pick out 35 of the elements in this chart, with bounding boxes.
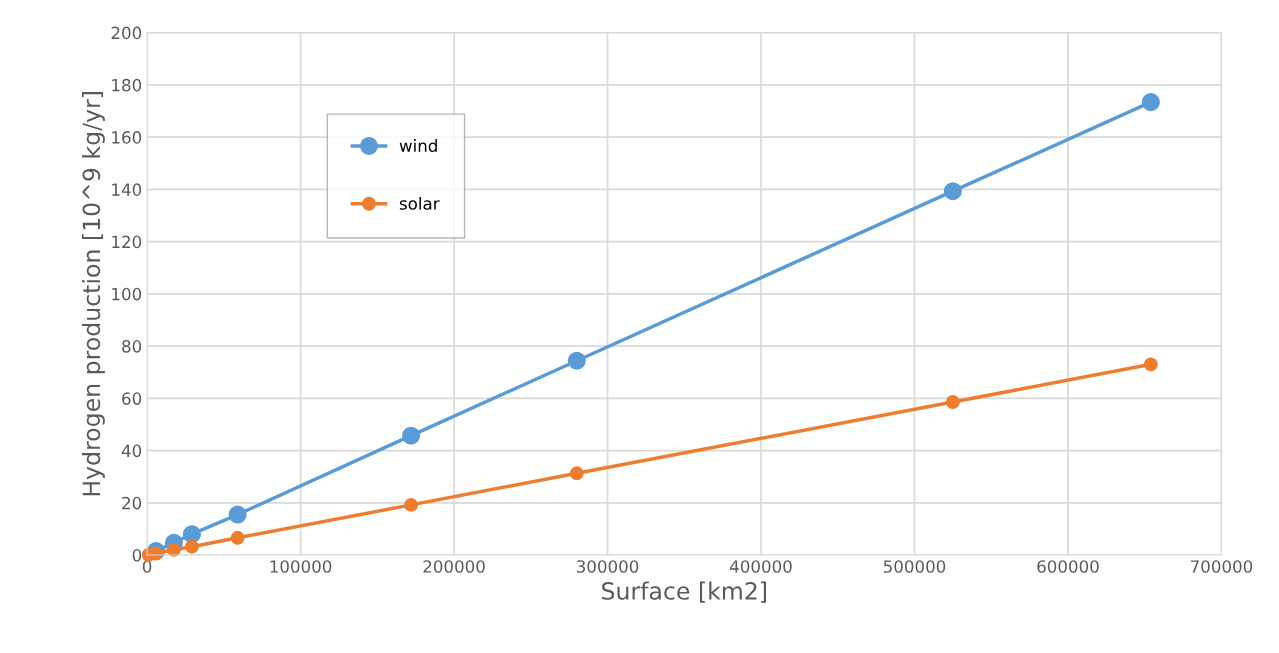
point xyxy=(404,497,419,512)
y-tick-label: 120 xyxy=(112,235,142,249)
point xyxy=(182,525,201,544)
y-tick-label: 160 xyxy=(112,131,142,144)
y-tick-label: 60 xyxy=(122,392,142,405)
x-tick-label: 600000 xyxy=(1037,560,1099,573)
y-tick-label: 20 xyxy=(122,496,142,510)
point xyxy=(230,530,245,545)
point xyxy=(184,539,199,554)
point xyxy=(945,395,960,409)
legend-label: solar xyxy=(399,196,440,210)
x-tick-label: 200000 xyxy=(423,560,485,573)
point xyxy=(567,351,586,370)
x-tick-label: 700000 xyxy=(1191,560,1253,573)
x-tick-label: 0 xyxy=(142,560,152,573)
x-tick-label: 300000 xyxy=(576,560,639,573)
point xyxy=(228,505,247,524)
point xyxy=(1141,93,1160,112)
y-tick-label: 200 xyxy=(111,26,142,40)
y-axis-title: Hydrogen production [10^9 kg/yr] xyxy=(82,92,105,496)
y-tick-label: 80 xyxy=(122,340,142,353)
y-tick-label: 40 xyxy=(121,444,142,458)
y-tick-label: 0 xyxy=(132,549,142,562)
x-tick-label: 100000 xyxy=(270,560,332,573)
point xyxy=(1143,357,1158,372)
x-tick-label: 500000 xyxy=(883,560,946,573)
y-tick-label: 180 xyxy=(112,78,142,92)
point xyxy=(569,466,584,481)
x-axis-title: Surface [km2] xyxy=(602,581,767,603)
y-tick-label: 140 xyxy=(112,183,142,196)
y-tick-label: 100 xyxy=(112,287,142,301)
point xyxy=(943,182,962,201)
x-tick-label: 400000 xyxy=(730,560,792,573)
legend-label: wind xyxy=(399,139,437,153)
point xyxy=(402,426,421,445)
